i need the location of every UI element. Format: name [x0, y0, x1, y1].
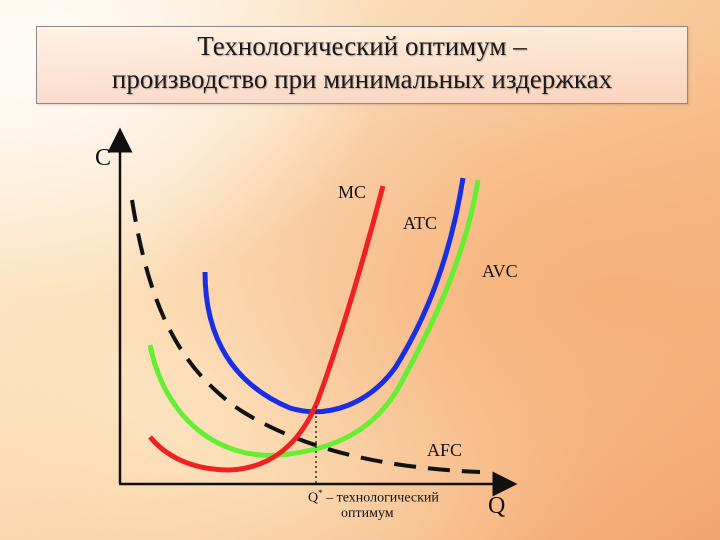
optimum-note-line-1: Q* – технологический: [308, 486, 439, 506]
title-line-1: Технологический оптимум –: [197, 31, 527, 61]
afc-label: AFC: [427, 440, 462, 460]
mc-label: MC: [338, 182, 366, 202]
afc-curve: [130, 199, 481, 474]
atc-curve: [202, 177, 466, 415]
optimum-note-line-2: оптимум: [341, 505, 394, 521]
avc-curve: [147, 179, 481, 458]
optimum-symbol: Q: [308, 490, 319, 506]
title-line-2: производство при минимальных издержках: [111, 64, 613, 94]
avc-label: AVC: [482, 261, 518, 281]
atc-label: ATC: [403, 213, 437, 233]
y-axis-label: C: [95, 145, 111, 171]
mc-curve: [148, 185, 386, 473]
optimum-note: Q* – технологический оптимум: [308, 486, 439, 521]
optimum-text-1: – технологический: [326, 490, 439, 506]
x-axis-label: Q: [488, 493, 505, 519]
optimum-sup: *: [318, 488, 323, 498]
title-box: Технологический оптимум – производство п…: [36, 26, 688, 104]
